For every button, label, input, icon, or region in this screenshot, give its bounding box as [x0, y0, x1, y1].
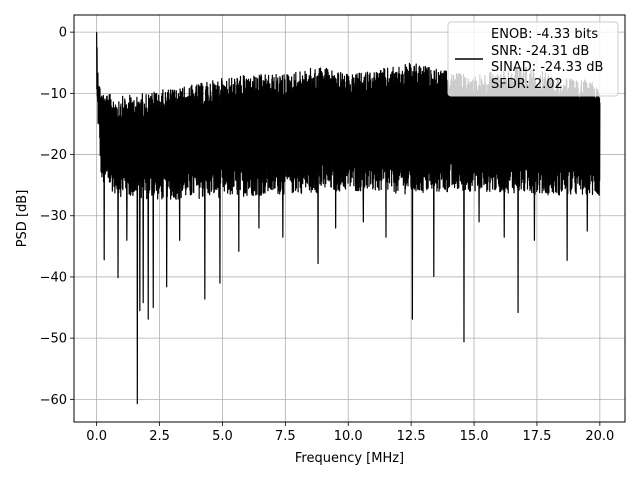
y-tick-label: −50	[40, 332, 67, 347]
y-tick-label: −60	[40, 393, 67, 408]
x-tick-label: 7.5	[275, 429, 296, 444]
legend-box	[447, 21, 619, 97]
y-tick-label: −40	[40, 270, 67, 285]
legend-sinad: SINAD: -24.33 dB	[491, 60, 603, 75]
x-axis-ticks: 0.0 2.5 5.0 7.5 10.0 12.5 15.0 17.5 20.0	[86, 422, 614, 444]
legend-sfdr: SFDR: 2.02	[491, 77, 563, 92]
y-axis-ticks: 0 −10 −20 −30 −40 −50 −60	[40, 26, 74, 408]
y-tick-label: −30	[40, 209, 67, 224]
x-axis-label: Frequency [MHz]	[295, 451, 404, 466]
x-tick-label: 10.0	[334, 429, 363, 444]
y-tick-label: −10	[40, 87, 67, 102]
legend-enob: ENOB: -4.33 bits	[491, 27, 598, 42]
x-tick-label: 2.5	[149, 429, 170, 444]
x-tick-label: 15.0	[460, 429, 489, 444]
axes-frame	[73, 14, 626, 423]
y-tick-label: 0	[59, 26, 67, 41]
legend-snr: SNR: -24.31 dB	[491, 44, 589, 59]
x-tick-label: 0.0	[86, 429, 107, 444]
x-tick-label: 20.0	[585, 429, 614, 444]
y-axis-label: PSD [dB]	[15, 190, 30, 248]
x-tick-label: 5.0	[212, 429, 233, 444]
x-tick-label: 12.5	[397, 429, 426, 444]
y-tick-label: −20	[40, 148, 67, 163]
legend: ENOB: -4.33 bits SNR: -24.31 dB SINAD: -…	[447, 21, 619, 97]
x-tick-label: 17.5	[522, 429, 551, 444]
